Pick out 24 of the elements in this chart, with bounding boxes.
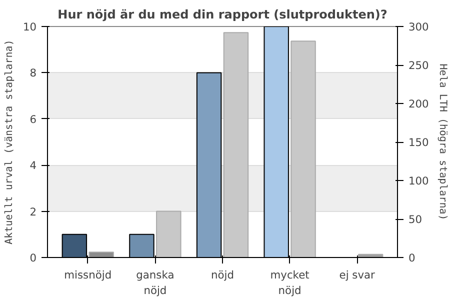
y2-tick-label: 200 [408, 98, 430, 110]
y-tick-label: 2 [30, 205, 36, 218]
y-tick-label: 10 [22, 20, 37, 34]
bar [88, 252, 114, 258]
y2-tick-label: 0 [408, 252, 416, 264]
x-tick-label: ganska nöjd [136, 268, 174, 298]
x-tick-label: nöjd [211, 268, 234, 282]
bar [290, 40, 316, 258]
y-tick-label: 0 [30, 252, 37, 264]
y2-tick-label: 100 [408, 174, 430, 188]
x-tick-label: ej svar [339, 268, 376, 282]
x-tick-label: missnöjd [64, 268, 112, 282]
x-tick-label: mycket nöjd [270, 268, 310, 298]
y2-tick-label: 300 [408, 20, 430, 34]
y2-axis-title: Hela LTH (högra staplarna) [436, 64, 448, 220]
y2-tick-label: 250 [408, 59, 430, 72]
bar [156, 210, 182, 258]
y-tick-label: 6 [30, 112, 37, 126]
y-axis-title: Aktuellt urval (vänstra staplarna) [4, 40, 15, 244]
y2-tick-label: 150 [408, 136, 430, 149]
y-tick-label: 4 [30, 159, 37, 172]
y-tick-label: 8 [30, 66, 37, 80]
y2-tick-label: 50 [408, 213, 422, 226]
chart-title: Hur nöjd är du med din rapport (slutprodukten)? [58, 8, 388, 22]
